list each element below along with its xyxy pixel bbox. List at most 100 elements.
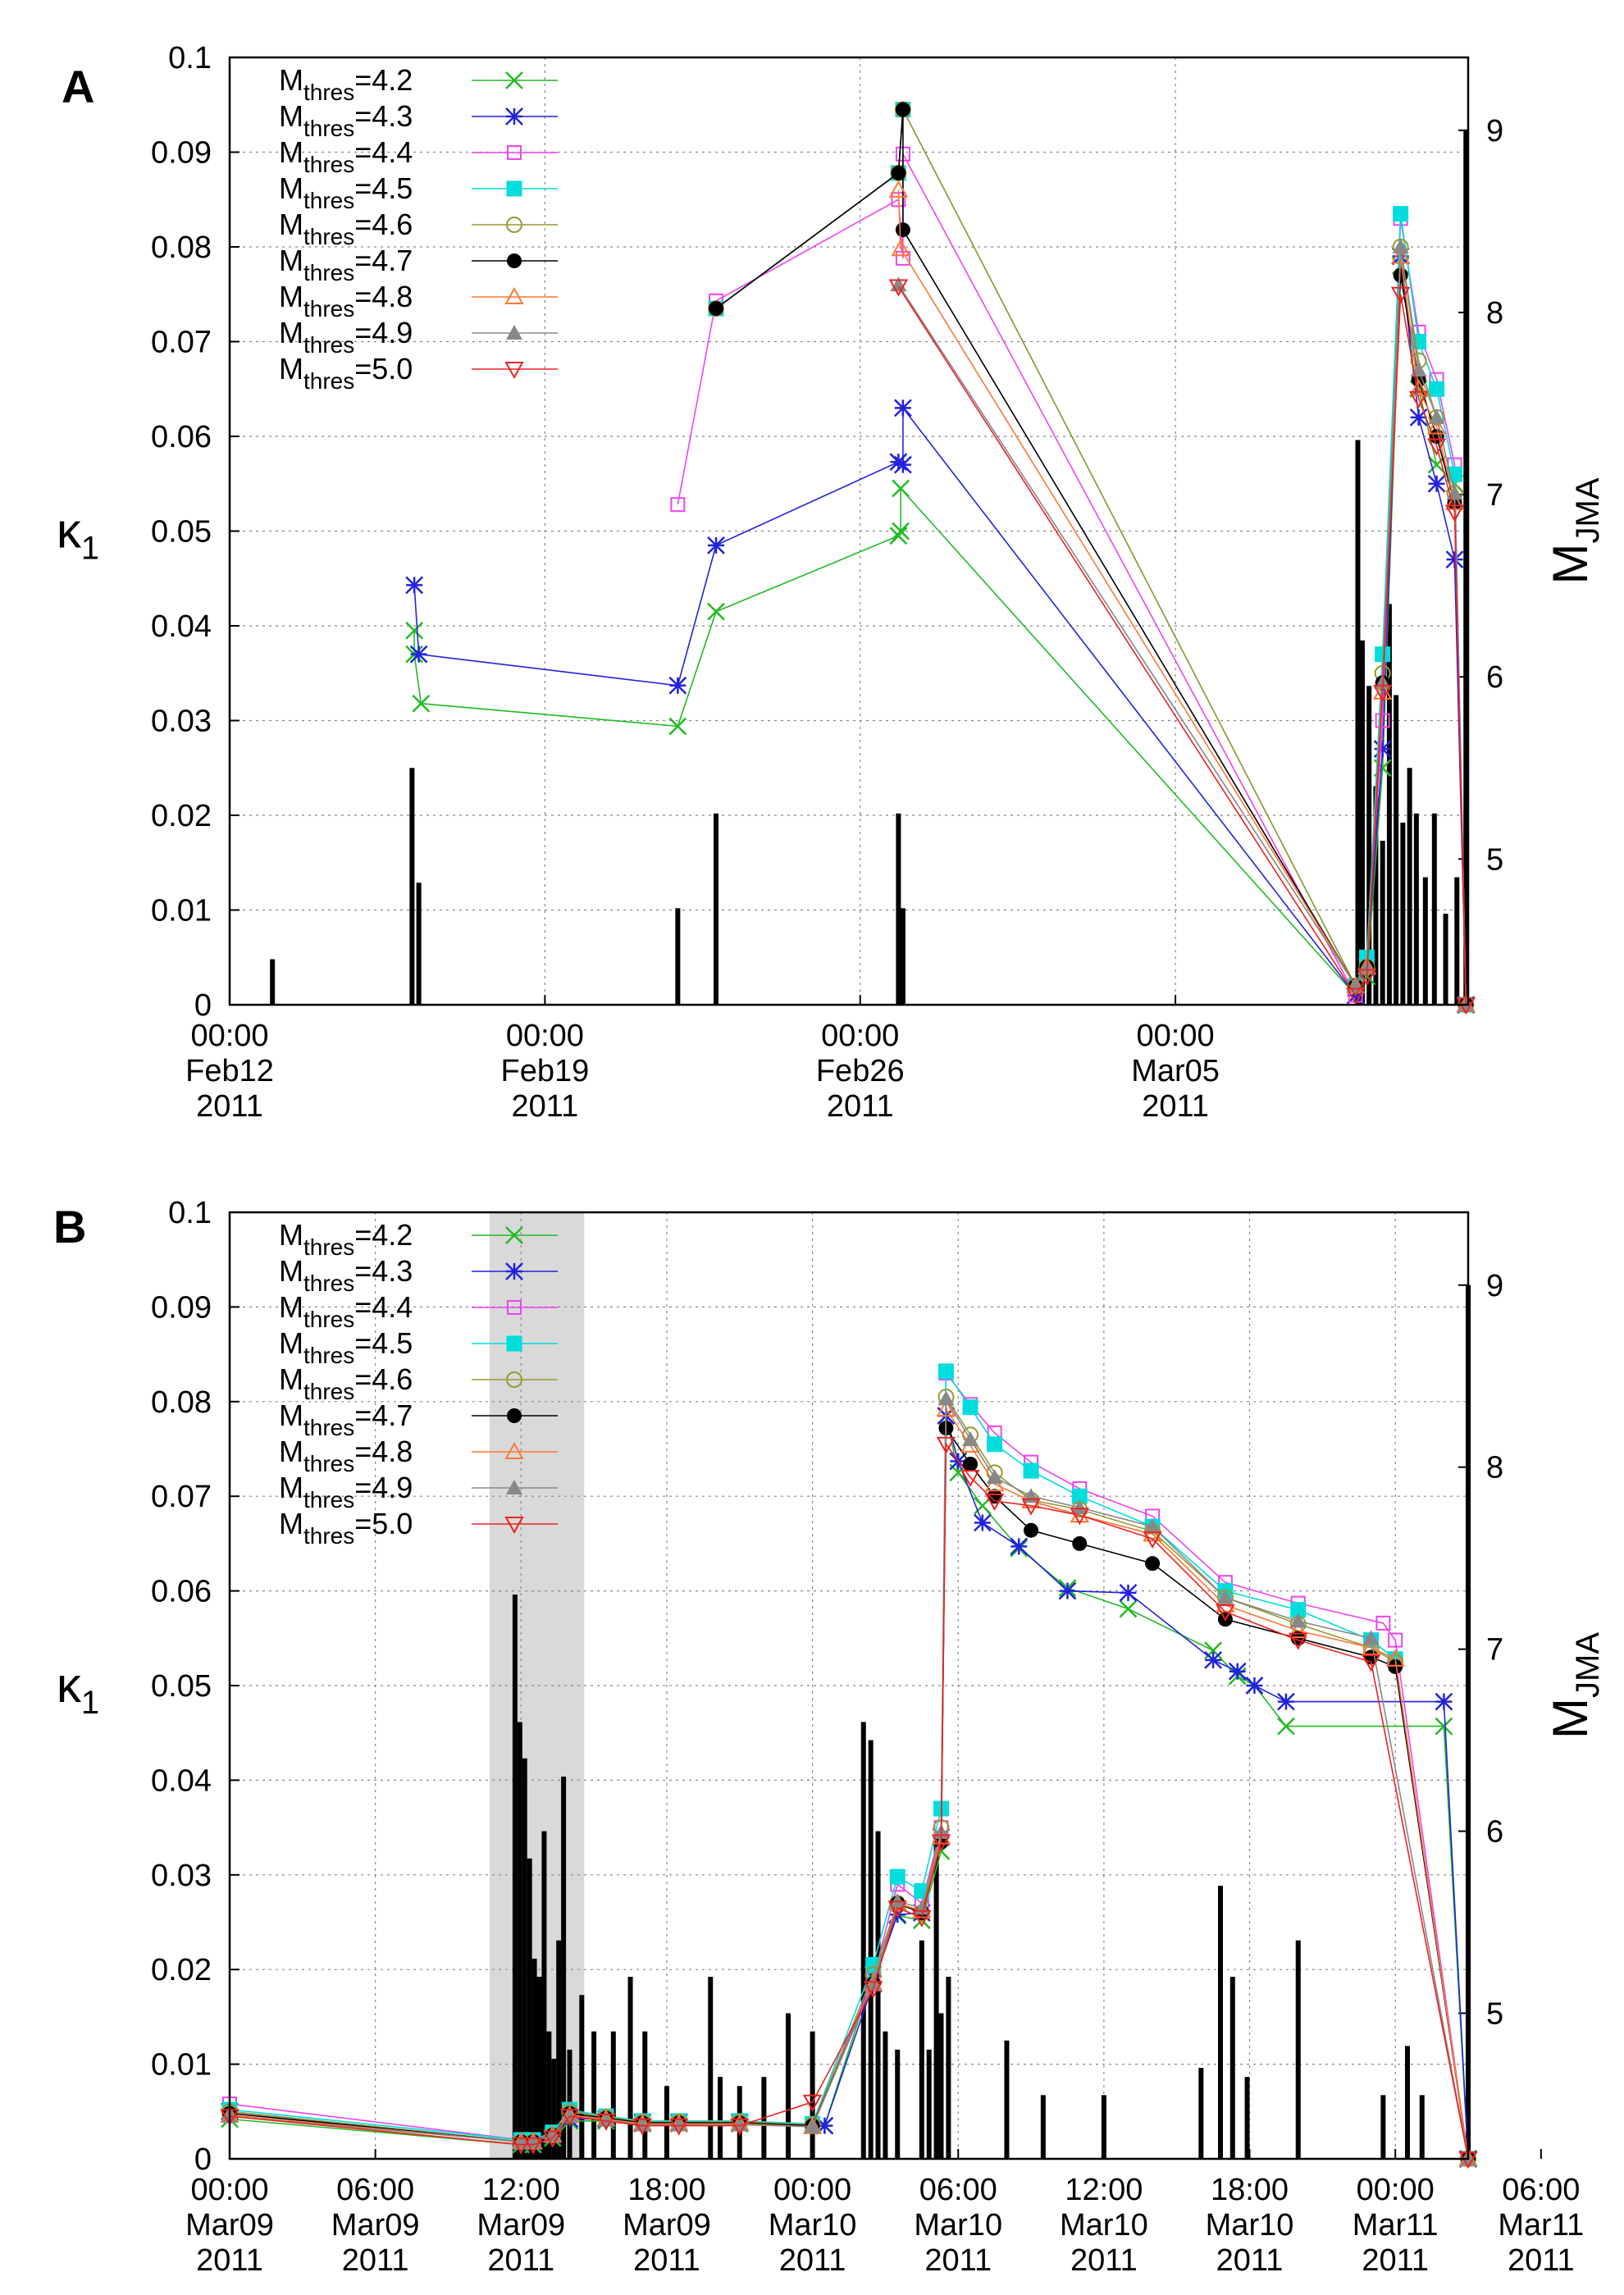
x-tick-label: Mar10 <box>1206 2208 1294 2243</box>
marker-triangle <box>1392 239 1409 253</box>
marker-triangle-down <box>1216 1604 1235 1622</box>
marker-triangle <box>561 2108 578 2124</box>
data-point <box>1375 1615 1391 1631</box>
quake-bar <box>270 959 276 1005</box>
quake-bar <box>868 1740 874 2159</box>
quake-bar <box>1443 913 1448 1005</box>
quake-bar <box>1380 2095 1386 2159</box>
x-tick-label: Mar09 <box>185 2208 274 2243</box>
data-point <box>1392 239 1409 253</box>
marker-triangle-down <box>912 1909 932 1928</box>
marker-x <box>1119 1599 1138 1618</box>
series-line <box>229 1415 1469 2160</box>
quake-bar <box>883 2031 888 2159</box>
quake-bar <box>1218 1886 1223 2159</box>
data-point <box>511 2137 531 2155</box>
y-tick-label: 0.08 <box>151 1385 212 1420</box>
marker-star <box>1277 1692 1295 1711</box>
marker-triangle-down <box>596 2113 616 2131</box>
quake-bar <box>536 1977 542 2159</box>
marker-circle <box>895 102 910 117</box>
marker-star <box>1435 1692 1453 1711</box>
data-point <box>962 1430 979 1446</box>
marker-star <box>1119 1584 1138 1602</box>
x-tick-label: 2011 <box>924 2243 992 2278</box>
marker-star <box>409 645 428 664</box>
data-point <box>1390 286 1411 304</box>
legend-label: Mthres=4.9 <box>279 316 413 358</box>
data-point <box>802 2094 823 2112</box>
marker-circle <box>895 222 910 238</box>
data-point <box>1427 474 1446 493</box>
data-point <box>1277 1717 1295 1736</box>
quake-bar <box>1454 877 1460 1005</box>
marker-square-open <box>670 497 686 513</box>
data-point <box>1375 713 1390 728</box>
panel-a: A 0 0.01 0.02 0.03 0.04 0.05 0.06 0.07 0.08 0.09 0.… <box>57 41 1606 1124</box>
marker-x <box>1277 1717 1295 1736</box>
legend-marker <box>506 1371 522 1388</box>
y2-axis-label: MJMA <box>1543 477 1606 584</box>
marker-triangle-open <box>1390 246 1411 264</box>
x-tick-label: 2011 <box>1070 2243 1138 2278</box>
legend-label: Mthres=4.8 <box>279 280 413 322</box>
marker-triangle-down <box>1390 286 1411 304</box>
y-tick-label: 0.03 <box>151 705 212 739</box>
data-point <box>405 576 424 595</box>
marker-star <box>505 107 523 125</box>
legend-marker <box>504 1441 524 1459</box>
x-tick-label: 2011 <box>342 2243 409 2278</box>
data-point <box>1277 1692 1295 1711</box>
quake-bar <box>546 2031 552 2159</box>
quake-bar <box>522 1758 527 2159</box>
data-point <box>1388 1632 1403 1648</box>
quake-bar <box>708 1977 714 2159</box>
x-tick-label: 2011 <box>196 1089 263 1124</box>
marker-square <box>1023 1462 1039 1479</box>
data-point <box>891 239 910 257</box>
data-point <box>1393 206 1409 222</box>
data-point <box>1145 1556 1161 1572</box>
data-point <box>668 676 687 695</box>
data-point <box>1070 1508 1089 1526</box>
data-point <box>887 1900 907 1919</box>
data-point <box>864 1975 882 1991</box>
series-line <box>677 153 1467 1006</box>
y-tick-label: 0.02 <box>151 1953 212 1987</box>
marker-square-open <box>507 1300 522 1315</box>
data-point <box>889 1868 906 1885</box>
marker-x <box>973 1496 992 1515</box>
data-point <box>1445 550 1464 569</box>
x-tick-label: 06:00 <box>1502 2173 1580 2207</box>
data-point <box>1204 1650 1223 1669</box>
data-point <box>888 180 909 198</box>
data-point <box>984 1493 1005 1512</box>
y-tick-label: 0.09 <box>151 1290 212 1325</box>
marker-triangle-down <box>960 1470 980 1488</box>
quake-bar <box>512 1595 518 2159</box>
marker-triangle-open <box>504 286 524 304</box>
data-point <box>1245 1677 1264 1695</box>
data-point <box>1072 1535 1088 1551</box>
marker-star <box>894 399 912 417</box>
series-4.4 <box>670 146 1474 1012</box>
quake-bar <box>896 813 901 1005</box>
data-point <box>1144 1518 1161 1534</box>
data-point <box>895 102 910 117</box>
marker-star <box>1373 740 1392 759</box>
legend-marker <box>506 1480 522 1494</box>
marker-x <box>668 717 687 736</box>
y-tick-label: 0.1 <box>168 41 212 75</box>
marker-triangle <box>937 1390 955 1406</box>
x-tick-label: Mar05 <box>1131 1054 1220 1088</box>
x-tick-label: Mar10 <box>1060 2208 1148 2243</box>
legend-label: Mthres=4.6 <box>279 208 413 249</box>
data-point <box>1427 455 1446 474</box>
marker-square <box>987 1436 1003 1453</box>
legend-label: Mthres=4.3 <box>279 1254 413 1296</box>
x-tick-label: 18:00 <box>1211 2173 1289 2207</box>
marker-triangle-down <box>888 279 909 297</box>
plot-frame <box>228 56 1470 1006</box>
x-tick-label: 2011 <box>196 2243 263 2278</box>
